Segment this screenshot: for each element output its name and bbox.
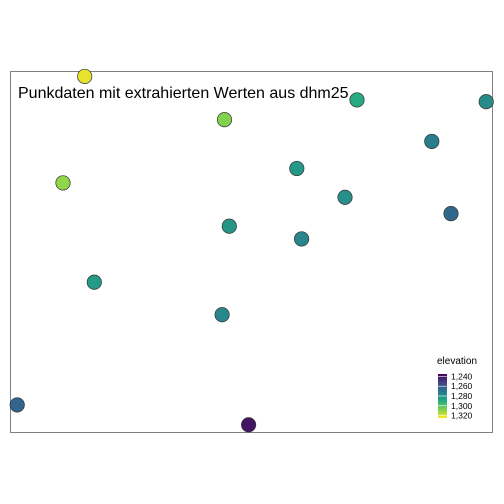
colorbar-tick-label-3: 1,280 [451,391,473,401]
point-layer [9,68,494,433]
data-point-14 [9,397,25,413]
data-point-4 [216,112,233,128]
data-point-3 [478,94,494,110]
colorbar-tick-label-2: 1,260 [451,381,473,391]
data-point-15 [241,417,257,433]
data-point-10 [221,218,237,234]
data-point-8 [337,189,353,205]
map-frame [10,71,493,433]
colorbar-tick-label-1: 1,240 [451,371,473,381]
data-point-9 [443,206,459,222]
data-point-12 [86,274,102,290]
colorbar-tick-label-4: 1,300 [451,401,473,411]
legend-title: elevation [437,356,477,367]
chart-title: Punkdaten mit extrahierten Werten aus dh… [18,85,349,102]
data-point-1 [77,68,93,84]
colorbar-tick-label-5: 1,320 [451,411,473,421]
data-point-7 [55,175,71,191]
data-point-2 [349,92,365,108]
data-point-6 [289,160,305,177]
data-point-13 [214,307,230,323]
data-point-5 [424,133,440,149]
data-point-11 [294,231,310,247]
